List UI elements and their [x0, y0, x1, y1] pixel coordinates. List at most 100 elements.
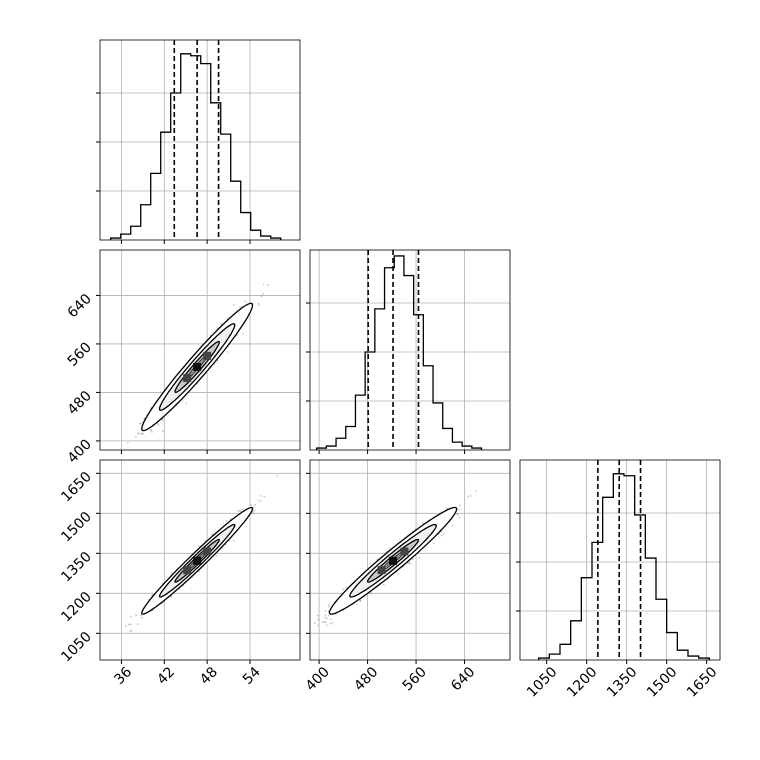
sample-point: [324, 614, 327, 616]
x-tick-label: 400: [303, 664, 333, 694]
sample-point: [257, 302, 260, 304]
sample-point: [232, 539, 235, 542]
sample-point: [226, 351, 229, 353]
sample-point: [232, 304, 235, 306]
x-tick-label: 54: [240, 664, 264, 688]
sample-point: [135, 436, 137, 438]
sample-point: [139, 422, 142, 425]
sample-point: [300, 642, 302, 644]
sample-point: [239, 306, 241, 308]
sample-point: [376, 558, 378, 561]
sample-point: [225, 544, 227, 546]
sample-point: [397, 573, 400, 576]
sample-point: [328, 614, 330, 617]
sample-point: [137, 432, 139, 435]
sample-point: [328, 605, 331, 608]
scatter-clip-group: [127, 283, 269, 444]
sample-point: [469, 495, 472, 497]
sample-point: [142, 432, 144, 435]
sample-point: [316, 614, 319, 617]
sample-point: [151, 431, 153, 433]
sample-point: [129, 623, 132, 626]
sample-point: [259, 495, 262, 497]
x-tick-label: 1500: [644, 664, 681, 701]
x-tick-label: 1650: [684, 664, 721, 701]
sample-point: [236, 334, 239, 337]
sample-point: [324, 616, 327, 619]
panel-frame: [309, 249, 511, 451]
sample-point: [317, 624, 319, 627]
density-peak-bin: [400, 547, 409, 556]
sample-point: [242, 508, 245, 511]
sample-point: [324, 621, 327, 623]
sample-point: [229, 517, 232, 520]
sample-point: [216, 361, 219, 363]
sample-point: [369, 562, 372, 565]
sample-point: [139, 422, 142, 425]
sample-point: [342, 588, 345, 591]
sample-point: [262, 292, 265, 295]
density-peak-bin: [183, 566, 192, 575]
panel-frame: [99, 459, 301, 661]
histogram-panel-0: [96, 39, 301, 241]
sample-point: [329, 622, 332, 625]
sample-point: [161, 419, 164, 421]
sample-point: [138, 432, 140, 435]
sample-point: [185, 402, 187, 405]
sample-point: [407, 562, 409, 565]
sample-point: [242, 332, 245, 335]
sample-point: [317, 618, 320, 621]
scatter-panel-0-2: [99, 459, 301, 661]
x-tick-label: 480: [351, 664, 381, 694]
y-tick-label: 640: [65, 291, 95, 321]
sample-point: [330, 618, 333, 621]
sample-point: [150, 429, 153, 431]
histogram-steps: [316, 255, 483, 450]
sample-point: [388, 546, 391, 549]
sample-point: [457, 514, 459, 516]
sample-point: [157, 424, 160, 426]
sample-point: [451, 524, 454, 527]
sample-point: [136, 623, 139, 626]
sample-point: [143, 418, 145, 421]
scatter-panel-0-1: [99, 249, 301, 451]
density-peak-bin: [193, 556, 202, 565]
y-tick-label: 1650: [58, 469, 95, 506]
sample-point: [252, 512, 255, 515]
sample-point: [345, 587, 348, 589]
sample-point: [125, 625, 127, 627]
sample-point: [313, 622, 316, 624]
sample-point: [135, 614, 138, 616]
sample-point: [157, 422, 159, 425]
sample-point: [359, 600, 362, 603]
panel-frame: [99, 39, 301, 241]
sample-point: [326, 617, 328, 619]
sample-point: [409, 562, 412, 565]
sample-point: [458, 516, 461, 519]
sample-point: [252, 506, 255, 509]
y-tick-label: 480: [65, 388, 95, 418]
x-tick-label: 1200: [564, 664, 601, 701]
sample-point: [215, 554, 218, 557]
sample-point: [263, 495, 266, 498]
scatter-panel-1-2: [300, 459, 511, 661]
x-tick-label: 1350: [604, 664, 641, 701]
y-tick-label: 1350: [58, 549, 95, 586]
sample-point: [129, 630, 132, 633]
sample-point: [475, 490, 478, 493]
sample-point: [140, 433, 143, 436]
sample-point: [130, 629, 133, 632]
sample-point: [267, 284, 269, 287]
sample-point: [244, 300, 246, 303]
x-tick-label: 560: [400, 664, 430, 694]
y-tick-label: 1050: [58, 629, 95, 666]
sample-point: [418, 556, 420, 559]
sample-point: [382, 583, 385, 586]
density-peak-bin: [377, 566, 386, 575]
histogram-panel-2: [516, 459, 721, 661]
x-tick-label: 1050: [524, 664, 561, 701]
sample-point: [236, 509, 239, 512]
sample-point: [141, 432, 144, 435]
density-peak-bin: [389, 556, 398, 565]
